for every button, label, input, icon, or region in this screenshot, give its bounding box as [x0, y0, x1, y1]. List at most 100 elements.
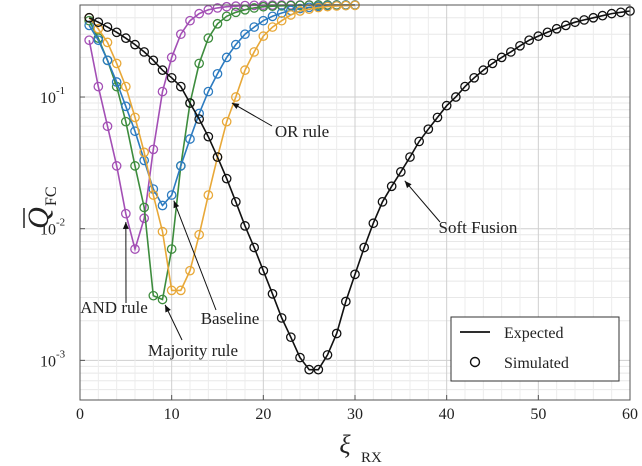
data-point-soft-fusion [194, 114, 205, 124]
data-point-or-rule [267, 22, 278, 32]
x-tick-label: 50 [530, 406, 546, 423]
data-point-soft-fusion [368, 218, 379, 229]
y-tick-label-exp: -1 [56, 85, 65, 97]
data-point-and-rule [102, 121, 113, 132]
data-point-soft-fusion [203, 131, 214, 142]
data-point-baseline [84, 20, 95, 31]
data-point-soft-fusion [359, 242, 370, 253]
series-line-or-rule [88, 4, 356, 292]
annotation-arrow-baseline [173, 200, 217, 311]
data-point-soft-fusion [524, 35, 535, 46]
data-point-soft-fusion [212, 152, 223, 162]
data-point-and-rule [84, 35, 95, 46]
annotation-arrow-soft-fusion [404, 180, 441, 223]
data-point-baseline [157, 200, 168, 211]
data-point-or-rule [120, 81, 131, 92]
y-tick-label: 10 [40, 222, 56, 239]
data-point-soft-fusion [570, 17, 580, 28]
legend-box [450, 316, 620, 382]
annotation-and-rule: AND rule [80, 298, 148, 317]
data-point-soft-fusion [267, 289, 278, 299]
annotation-arrowhead-soft-fusion [404, 180, 412, 189]
data-point-soft-fusion [478, 65, 489, 76]
data-point-baseline [175, 161, 186, 171]
data-point-and-rule [212, 3, 223, 13]
data-point-baseline [221, 52, 232, 63]
data-point-majority-rule [258, 1, 269, 12]
data-point-baseline [111, 77, 122, 87]
data-point-or-rule [194, 229, 205, 240]
data-point-soft-fusion [515, 40, 525, 51]
data-point-or-rule [185, 265, 195, 276]
data-point-majority-rule [148, 290, 159, 301]
data-point-soft-fusion [120, 33, 131, 44]
data-point-soft-fusion [450, 92, 461, 102]
x-ticks: 0 10 20 30 40 50 60 [76, 395, 638, 423]
data-point-baseline [185, 134, 195, 144]
data-point-soft-fusion [340, 296, 351, 307]
annotation-soft-fusion: Soft Fusion [439, 218, 518, 237]
data-point-soft-fusion [460, 81, 470, 92]
y-axis-label: Q FC [22, 186, 60, 228]
data-point-baseline [203, 86, 214, 97]
data-point-majority-rule [166, 244, 177, 254]
data-point-baseline [249, 22, 260, 32]
data-point-baseline [212, 68, 223, 79]
data-point-or-rule [340, 0, 351, 11]
data-point-and-rule [203, 4, 214, 15]
data-point-baseline [295, 3, 305, 14]
data-point-soft-fusion [166, 72, 177, 83]
data-point-soft-fusion [230, 196, 241, 207]
data-point-or-rule [102, 37, 113, 48]
data-point-soft-fusion [139, 47, 150, 57]
annotation-or-rule: OR rule [275, 122, 329, 141]
data-point-soft-fusion [551, 23, 562, 34]
data-point-or-rule [93, 23, 104, 34]
legend: Expected Simulated [450, 316, 620, 382]
grid [79, 4, 631, 401]
data-point-or-rule [203, 190, 214, 200]
data-point-and-rule [221, 1, 232, 12]
y-tick-label: 10 [40, 353, 56, 370]
x-tick-label: 10 [164, 406, 180, 423]
data-point-or-rule [130, 112, 140, 123]
data-point-soft-fusion [295, 352, 305, 363]
data-point-majority-rule [120, 116, 131, 127]
data-point-or-rule [249, 47, 260, 57]
x-tick-label: 0 [76, 406, 84, 423]
data-point-or-rule [139, 147, 150, 158]
data-point-or-rule [111, 58, 122, 69]
data-point-soft-fusion [542, 27, 553, 38]
data-point-majority-rule [221, 11, 232, 22]
data-point-soft-fusion [432, 112, 443, 123]
data-point-or-rule [295, 6, 305, 16]
x-axis-label: ξ RX [339, 430, 382, 466]
data-point-and-rule [93, 81, 104, 92]
legend-item-expected: Expected [504, 325, 564, 342]
data-point-soft-fusion [386, 181, 397, 192]
annotation-majority-rule: Majority rule [148, 341, 238, 360]
data-point-soft-fusion [175, 81, 186, 92]
data-point-soft-fusion [395, 167, 406, 177]
data-point-soft-fusion [597, 10, 608, 21]
data-point-baseline [102, 55, 113, 66]
annotation-baseline: Baseline [201, 309, 260, 328]
data-point-baseline [166, 190, 177, 200]
data-point-soft-fusion [487, 58, 498, 69]
data-point-majority-rule [157, 294, 168, 305]
y-tick-label: 10 [40, 90, 56, 107]
annotation-arrow-or-rule [231, 102, 273, 127]
data-point-baseline [240, 29, 250, 40]
data-point-baseline [120, 101, 131, 112]
data-point-soft-fusion [469, 72, 480, 83]
data-point-or-rule [258, 31, 269, 41]
data-point-majority-rule [139, 202, 150, 213]
data-point-soft-fusion [285, 332, 296, 343]
data-point-and-rule [111, 161, 122, 171]
data-point-majority-rule [240, 4, 250, 15]
data-point-soft-fusion [377, 196, 388, 207]
data-point-majority-rule [212, 18, 223, 29]
data-point-soft-fusion [130, 39, 140, 50]
y-axis-label-main: Q [22, 207, 55, 229]
